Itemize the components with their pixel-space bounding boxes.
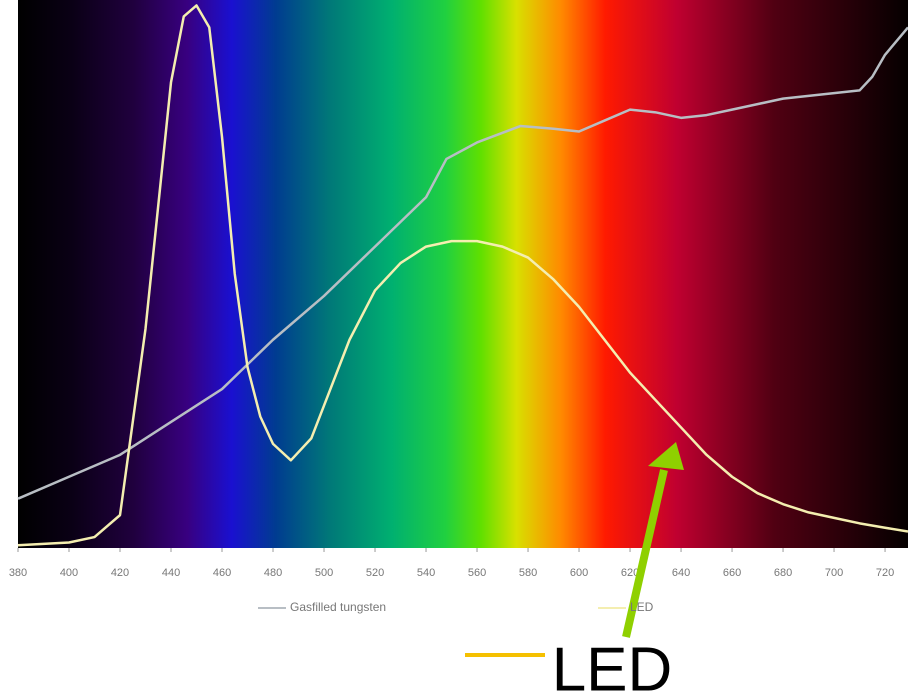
x-tick-label: 560 xyxy=(468,567,486,579)
series-line xyxy=(17,4,908,547)
legend-label: Gasfilled tungsten xyxy=(290,600,386,614)
x-tick-label: 540 xyxy=(417,567,435,579)
x-tick-label: 580 xyxy=(519,567,537,579)
x-tick-label: 720 xyxy=(876,567,894,579)
x-tick-label: 460 xyxy=(213,567,231,579)
x-tick-label: 640 xyxy=(672,567,690,579)
x-tick-label: 600 xyxy=(570,567,588,579)
x-tick-label: 620 xyxy=(621,567,639,579)
x-tick-label: 440 xyxy=(162,567,180,579)
legend-label: LED xyxy=(630,600,654,614)
annotation: LED xyxy=(552,635,673,697)
arrow-head xyxy=(648,442,684,470)
x-tick-label: 380 xyxy=(9,567,27,579)
arrow-shaft xyxy=(622,469,668,638)
x-tick-label: 700 xyxy=(825,567,843,579)
x-tick-label: 400 xyxy=(60,567,78,579)
x-tick-label: 520 xyxy=(366,567,384,579)
spectrum-background xyxy=(18,0,908,548)
plot: 380 400 420 440 460 480 500 520 540 560 580 600 620 6… xyxy=(9,4,908,579)
x-tick-label: 420 xyxy=(111,567,129,579)
x-tick-label: 680 xyxy=(774,567,792,579)
x-tick-label: 500 xyxy=(315,567,333,579)
x-tick-label: 480 xyxy=(264,567,282,579)
x-tick-label: 660 xyxy=(723,567,741,579)
